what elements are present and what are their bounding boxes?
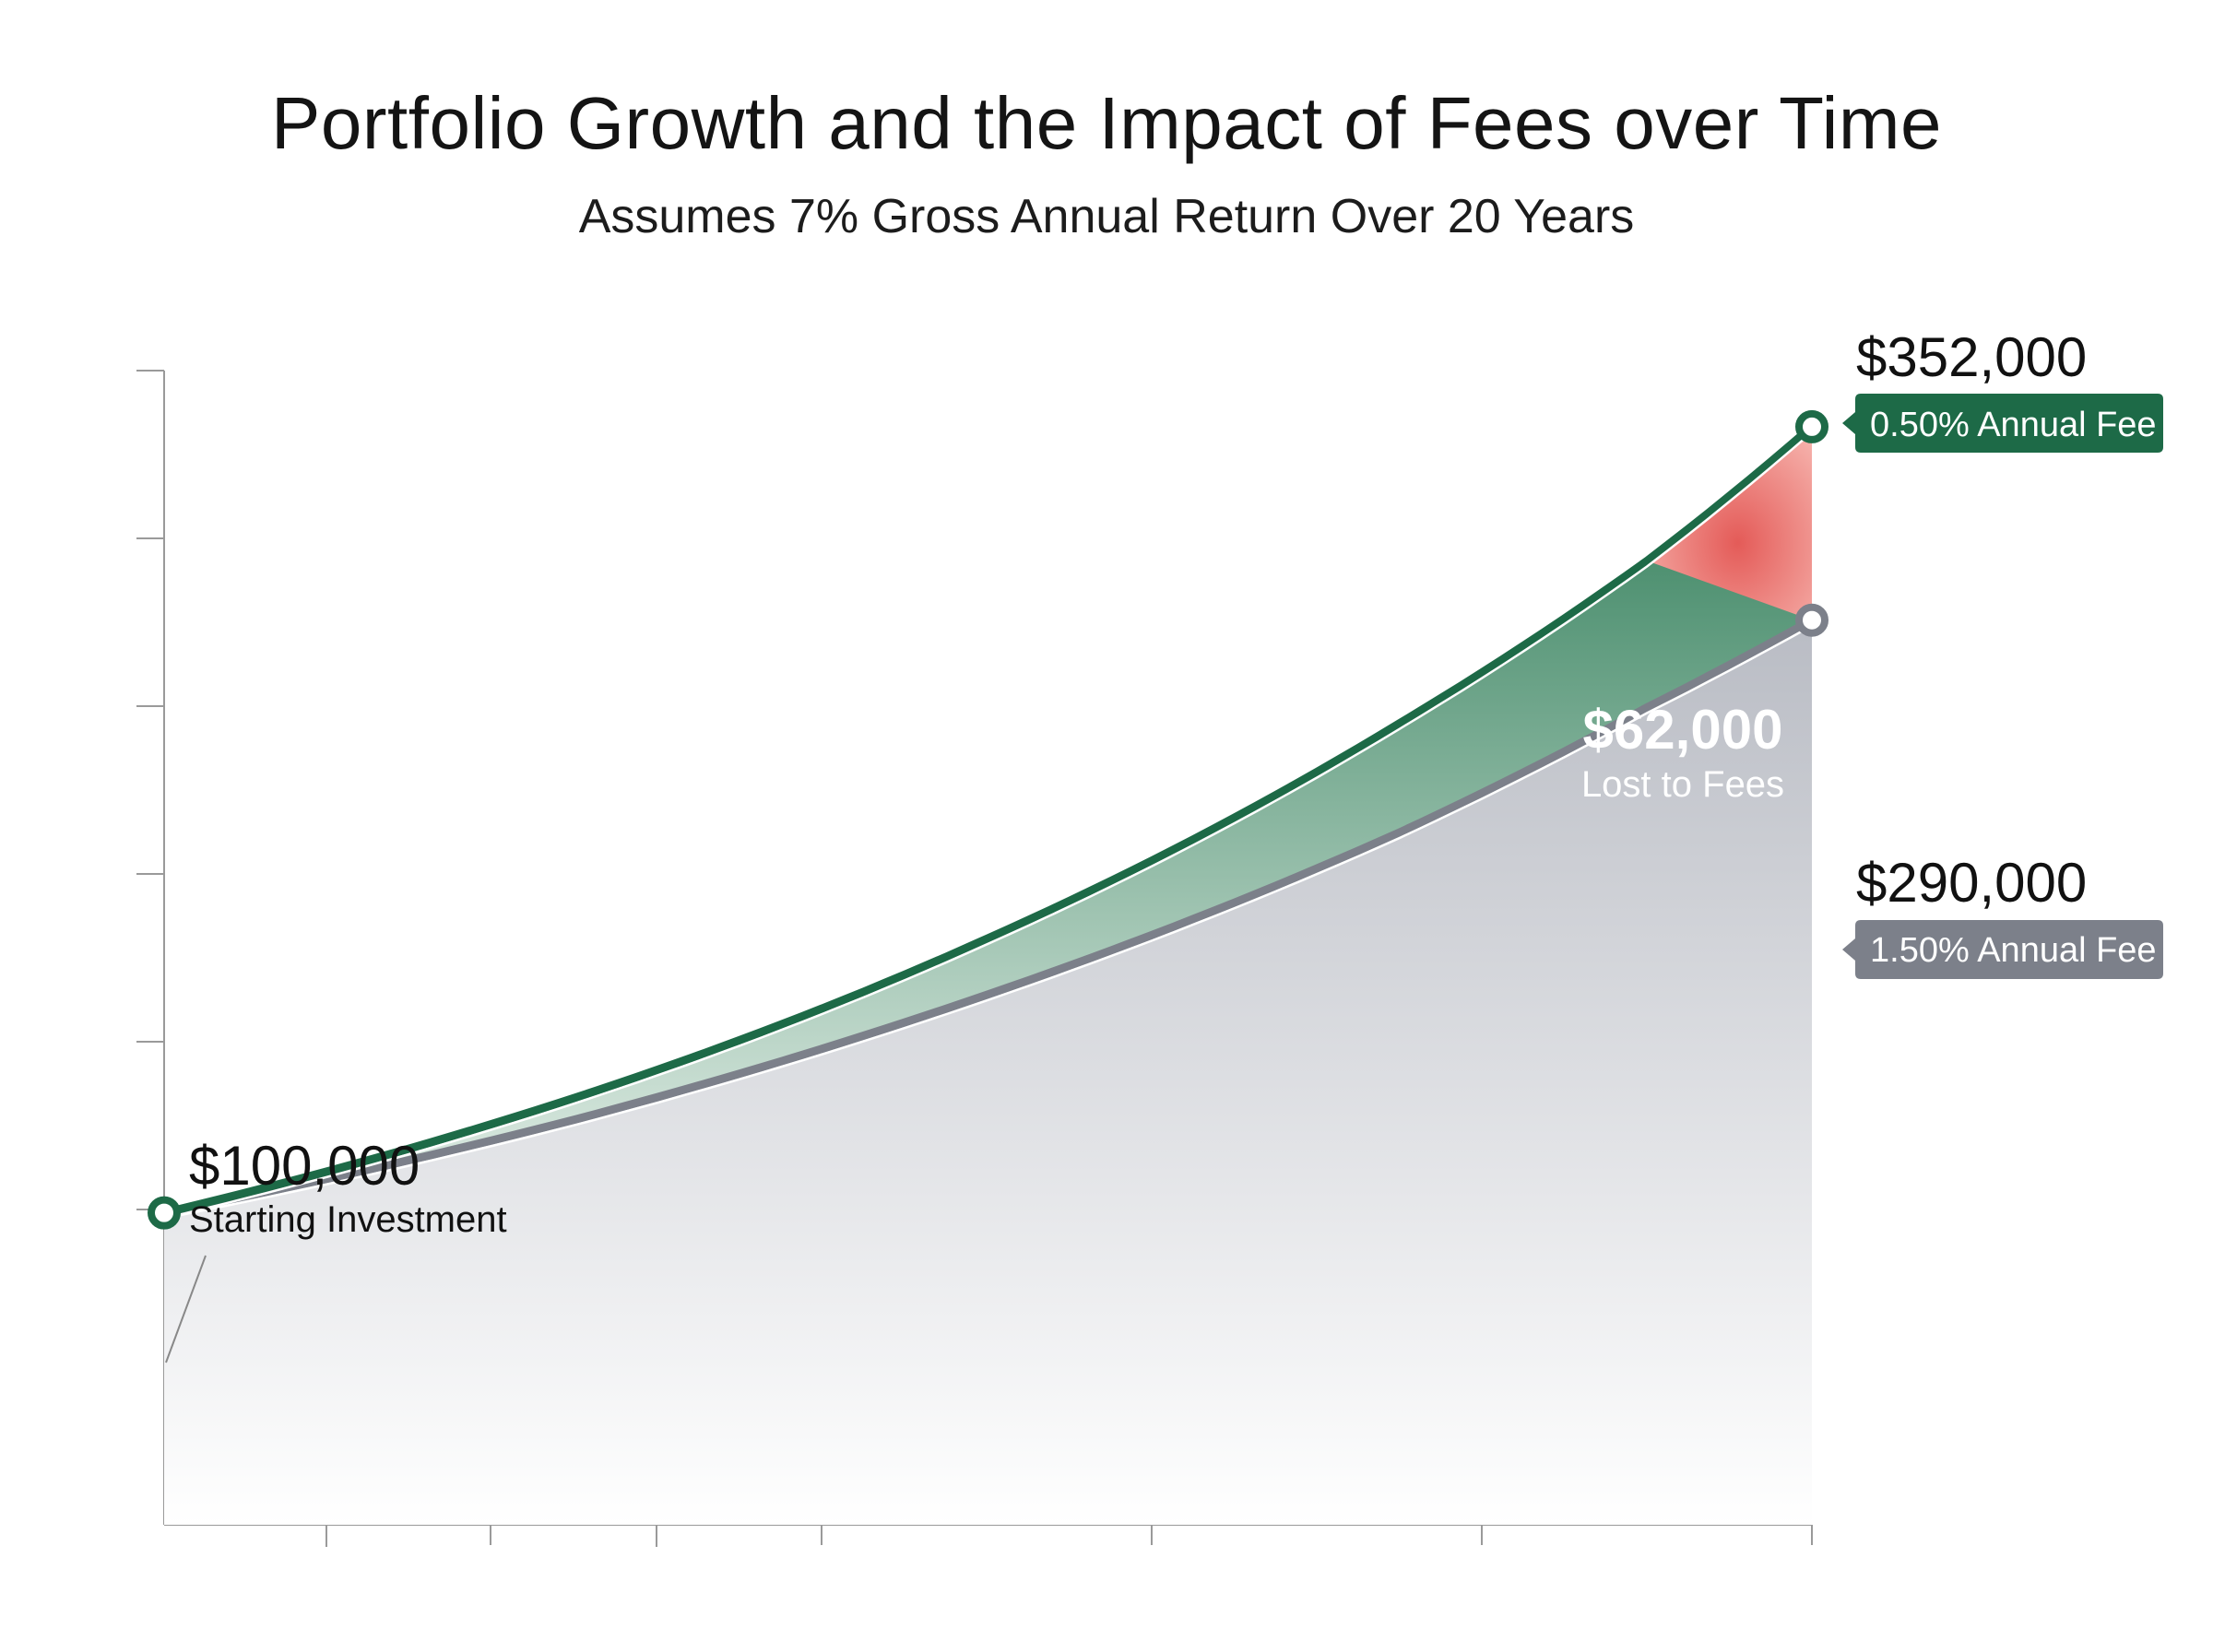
- top-end-value-label: $352,000: [1856, 326, 2087, 388]
- start-sub-label: Starting Investment: [189, 1199, 507, 1240]
- series-line-1-50-fee-highlight: [163, 624, 1813, 1220]
- lost-to-fees-label: Lost to Fees: [1581, 764, 1784, 805]
- bottom-end-fee-tag: [1842, 920, 2163, 979]
- high-fee-area: [164, 620, 1812, 1525]
- lost-to-fees-value: $62,000: [1583, 699, 1783, 761]
- end-point-marker-1-50-fee: [1795, 603, 1828, 637]
- start-leader-line: [165, 1255, 207, 1363]
- endpoint-markers: [148, 409, 1828, 1230]
- bottom-end-value-label: $290,000: [1856, 852, 2087, 914]
- series-line-1-50-fee: [160, 616, 1817, 1218]
- x-axis-ticks: [325, 1525, 1813, 1547]
- top-end-fee-tag: [1842, 394, 2163, 453]
- end-point-marker-0-50-fee: [1795, 409, 1828, 443]
- start-point-marker: [148, 1196, 181, 1230]
- start-value-label: $100,000: [189, 1135, 420, 1197]
- series-line-0-50-fee: [160, 422, 1817, 1218]
- chart-title: Portfolio Growth and the Impact of Fees …: [271, 82, 1942, 164]
- chart-subtitle: Assumes 7% Gross Annual Return Over 20 Y…: [578, 190, 1635, 243]
- series-line-0-50-fee-highlight: [163, 431, 1813, 1220]
- lost-to-fees-area: [1647, 426, 1812, 620]
- y-axis-ticks: [136, 370, 164, 1210]
- top-end-fee-tag-label: 0.50% Annual Fee: [1870, 406, 2157, 444]
- bottom-end-fee-tag-label: 1.50% Annual Fee: [1870, 931, 2157, 970]
